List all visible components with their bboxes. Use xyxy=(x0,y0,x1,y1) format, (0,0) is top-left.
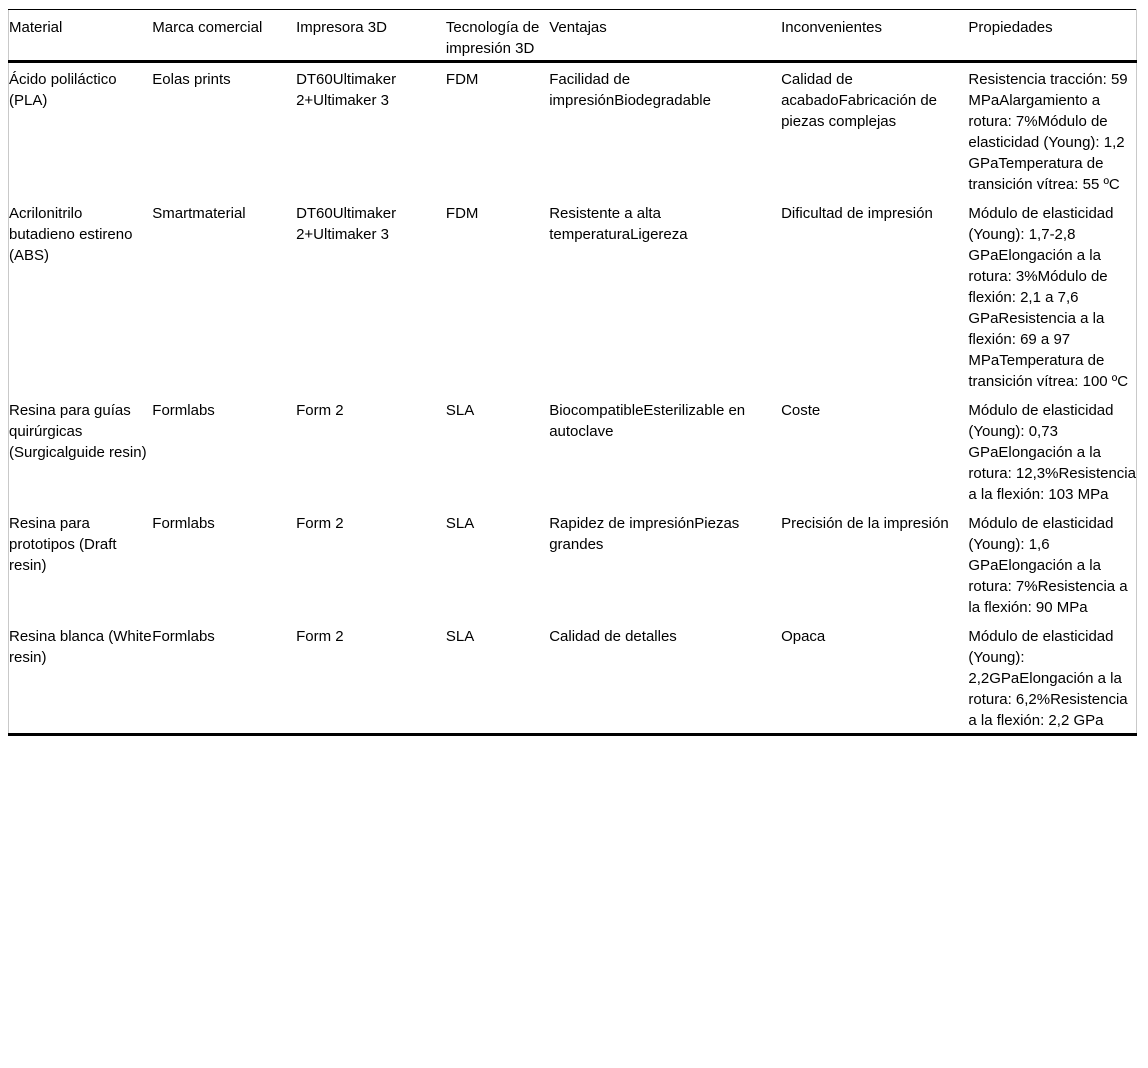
cell-advantages: Facilidad de impresiónBiodegradable xyxy=(549,71,711,109)
cell-advantages: Calidad de detalles xyxy=(549,628,677,645)
cell-properties: Módulo de elasticidad (Young): 1,7-2,8 G… xyxy=(968,205,1129,390)
cell-properties: Módulo de elasticidad (Young): 2,2GPaElo… xyxy=(968,628,1128,729)
cell-brand: Formlabs xyxy=(152,628,215,645)
cell-advantages: Resistente a alta temperaturaLigereza xyxy=(549,205,688,243)
cell-drawbacks: Coste xyxy=(781,402,821,419)
cell-printer: Form 2 xyxy=(296,628,344,645)
header-propiedades: Propiedades xyxy=(968,9,1137,63)
cell-brand: Formlabs xyxy=(152,402,215,419)
table-row-white-resin: Resina blanca (White resin) Formlabs For… xyxy=(9,620,1137,735)
cell-advantages: BiocompatibleEsterilizable en autoclave xyxy=(549,402,746,440)
cell-drawbacks: Dificultad de impresión xyxy=(781,205,933,222)
cell-printer: Form 2 xyxy=(296,515,344,532)
cell-technology: SLA xyxy=(445,402,475,419)
cell-technology: SLA xyxy=(445,515,475,532)
table-row-pla: Ácido poliláctico (PLA) Eolas prints DT6… xyxy=(9,62,1137,198)
materials-comparison-table: Material Marca comercial Impresora 3D Te… xyxy=(8,9,1137,736)
cell-brand: Formlabs xyxy=(152,515,215,532)
header-material: Material xyxy=(8,9,153,63)
header-impresora-3d: Impresora 3D xyxy=(296,9,446,63)
cell-printer: DT60Ultimaker 2+Ultimaker 3 xyxy=(296,71,397,109)
header-ventajas: Ventajas xyxy=(549,9,782,63)
cell-material: Resina para prototipos (Draft resin) xyxy=(9,515,117,574)
cell-technology: SLA xyxy=(445,628,475,645)
cell-material: Resina para guías quirúrgicas (Surgicalg… xyxy=(9,402,147,461)
cell-drawbacks: Opaca xyxy=(781,628,826,645)
header-tecnologia-impresion: Tecnología de impresión 3D xyxy=(445,9,550,63)
cell-brand: Smartmaterial xyxy=(152,205,246,222)
cell-printer: Form 2 xyxy=(296,402,344,419)
cell-advantages: Rapidez de impresiónPiezas grandes xyxy=(549,515,740,553)
cell-properties: Módulo de elasticidad (Young): 1,6 GPaEl… xyxy=(968,515,1128,616)
cell-properties: Módulo de elasticidad (Young): 0,73 GPaE… xyxy=(968,402,1136,503)
cell-printer: DT60Ultimaker 2+Ultimaker 3 xyxy=(296,205,397,243)
table-row-surgicalguide-resin: Resina para guías quirúrgicas (Surgicalg… xyxy=(9,394,1137,507)
cell-material: Acrilonitrilo butadieno estireno (ABS) xyxy=(9,205,133,264)
cell-drawbacks: Calidad de acabadoFabricación de piezas … xyxy=(781,71,938,130)
cell-drawbacks: Precisión de la impresión xyxy=(781,515,949,532)
table-header-row: Material Marca comercial Impresora 3D Te… xyxy=(8,9,1137,63)
header-marca-comercial: Marca comercial xyxy=(152,9,297,63)
cell-brand: Eolas prints xyxy=(152,71,231,88)
cell-technology: FDM xyxy=(445,71,479,88)
table-row-abs: Acrilonitrilo butadieno estireno (ABS) S… xyxy=(9,197,1137,394)
cell-technology: FDM xyxy=(445,205,479,222)
header-inconvenientes: Inconvenientes xyxy=(781,9,969,63)
cell-material: Ácido poliláctico (PLA) xyxy=(9,71,117,109)
table-row-draft-resin: Resina para prototipos (Draft resin) For… xyxy=(9,507,1137,620)
document-page: Material Marca comercial Impresora 3D Te… xyxy=(0,9,1148,1068)
cell-properties: Resistencia tracción: 59 MPaAlargamiento… xyxy=(968,71,1128,193)
cell-material: Resina blanca (White resin) xyxy=(9,628,152,666)
